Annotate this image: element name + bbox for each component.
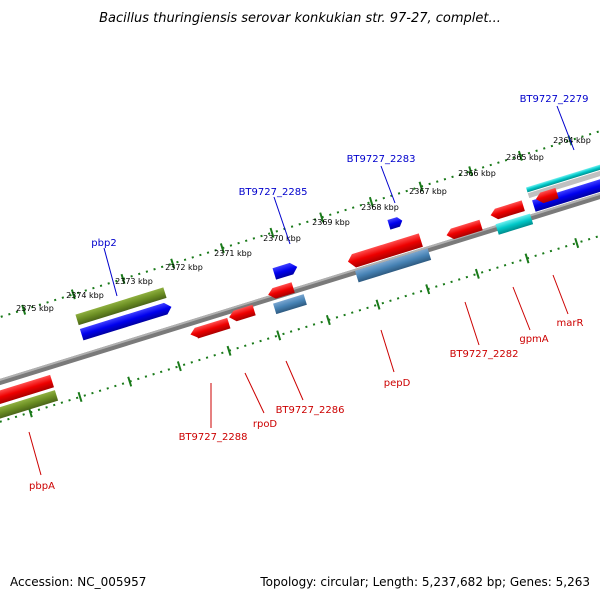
tick-label: 2373 kbp bbox=[115, 277, 153, 286]
reverse-genes bbox=[0, 187, 559, 434]
top-gene-labels: BT9727_2279 BT9727_2283 BT9727_2285 pbp2 bbox=[91, 94, 589, 297]
tick-label: 2369 kbp bbox=[312, 218, 350, 227]
gene-steel-pepd[interactable] bbox=[355, 248, 432, 283]
gene-label[interactable]: gpmA bbox=[519, 334, 548, 345]
gene-label[interactable]: BT9727_2288 bbox=[179, 432, 248, 443]
gene-bt9727-2283[interactable] bbox=[387, 216, 403, 230]
gene-bt9727-2279[interactable] bbox=[532, 165, 600, 212]
gene-gpma[interactable] bbox=[489, 200, 525, 221]
gene-label[interactable]: BT9727_2286 bbox=[276, 405, 345, 416]
topology-text: Topology: circular; Length: 5,237,682 bp… bbox=[259, 575, 590, 589]
map-track-group bbox=[0, 108, 600, 438]
upper-tick-line bbox=[0, 108, 600, 342]
gene-label[interactable]: rpoD bbox=[253, 419, 278, 430]
gene-pepd[interactable] bbox=[346, 233, 423, 269]
tick-label: 2366 kbp bbox=[458, 169, 496, 178]
gene-olive-pbpa[interactable] bbox=[0, 390, 59, 434]
accession-text: Accession: NC_005957 bbox=[10, 575, 146, 589]
gene-label[interactable]: pbpA bbox=[29, 481, 55, 492]
gene-marr[interactable] bbox=[534, 187, 559, 205]
tick-label: 2375 kbp bbox=[16, 304, 54, 313]
gene-bt9727-2285[interactable] bbox=[272, 261, 299, 280]
tick-label: 2365 kbp bbox=[506, 153, 544, 162]
gene-bt9727-2288[interactable] bbox=[189, 317, 231, 340]
gene-label[interactable]: marR bbox=[557, 318, 584, 329]
tick-label: 2368 kbp bbox=[361, 203, 399, 212]
gene-bt9727-2286[interactable] bbox=[267, 282, 295, 300]
tick-label: 2371 kbp bbox=[214, 249, 252, 258]
lower-tick-line bbox=[0, 204, 600, 438]
gene-rpod[interactable] bbox=[228, 304, 256, 323]
gene-cyan-gpma[interactable] bbox=[495, 213, 534, 235]
gene-label[interactable]: BT9727_2285 bbox=[239, 187, 308, 198]
gene-bt9727-2282[interactable] bbox=[445, 219, 483, 241]
gene-label[interactable]: BT9727_2279 bbox=[520, 94, 589, 105]
gene-pbp2[interactable] bbox=[79, 301, 173, 341]
gene-pbpa[interactable] bbox=[0, 374, 54, 420]
tick-label: 2372 kbp bbox=[165, 263, 203, 272]
tick-label: 2367 kbp bbox=[409, 187, 447, 196]
gene-olive-pbp2[interactable] bbox=[75, 287, 167, 326]
tick-label: 2370 kbp bbox=[263, 234, 301, 243]
gene-label[interactable]: BT9727_2283 bbox=[347, 154, 416, 165]
gene-label[interactable]: BT9727_2282 bbox=[450, 349, 519, 360]
tick-label: 2374 kbp bbox=[66, 291, 104, 300]
lower-major-ticks bbox=[27, 237, 580, 418]
tick-label: 2364 kbp bbox=[553, 136, 591, 145]
upper-major-ticks bbox=[21, 135, 573, 315]
gene-cyan-2279[interactable] bbox=[526, 152, 600, 193]
map-title: Bacillus thuringiensis serovar konkukian… bbox=[99, 11, 501, 26]
gene-label[interactable]: pepD bbox=[384, 378, 411, 389]
bottom-gene-labels: marR gpmA BT9727_2282 pepD BT9727_2286 r… bbox=[28, 274, 584, 492]
gene-label[interactable]: pbp2 bbox=[91, 238, 116, 249]
tick-labels: 2364 kbp 2365 kbp 2366 kbp 2367 kbp 2368… bbox=[16, 136, 591, 313]
forward-genes bbox=[75, 152, 600, 341]
gene-steel-2286[interactable] bbox=[273, 294, 307, 315]
